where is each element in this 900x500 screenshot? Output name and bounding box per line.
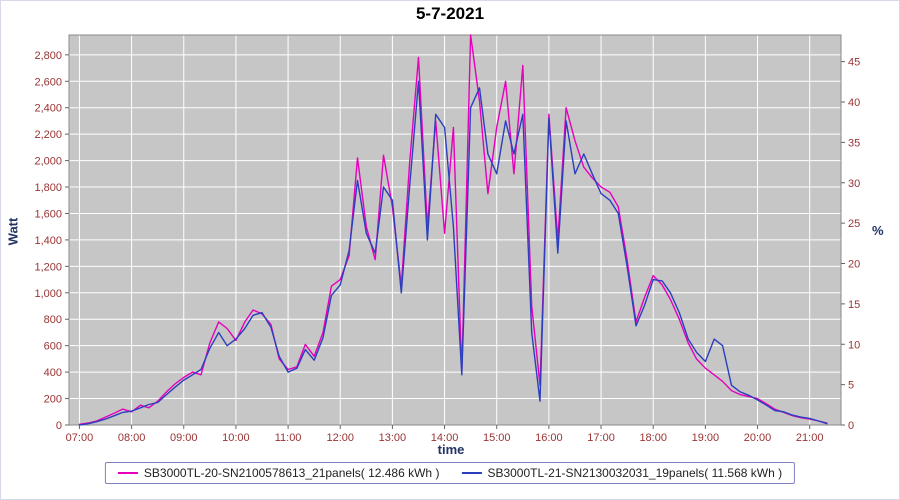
svg-text:2,400: 2,400 bbox=[34, 103, 62, 115]
y-axis-label-watt: Watt bbox=[5, 217, 21, 246]
x-axis-label-time: time bbox=[437, 442, 465, 457]
svg-text:14:00: 14:00 bbox=[431, 432, 459, 444]
series-2-line-swatch bbox=[461, 472, 482, 474]
svg-text:400: 400 bbox=[44, 367, 62, 379]
svg-text:1,600: 1,600 bbox=[34, 208, 62, 220]
svg-text:45: 45 bbox=[848, 57, 860, 69]
svg-text:10:00: 10:00 bbox=[222, 432, 250, 444]
svg-text:2,200: 2,200 bbox=[34, 129, 62, 141]
svg-text:12:00: 12:00 bbox=[326, 432, 354, 444]
svg-text:11:00: 11:00 bbox=[275, 432, 302, 444]
svg-text:5: 5 bbox=[848, 380, 854, 392]
svg-text:17:00: 17:00 bbox=[587, 432, 615, 444]
svg-text:20:00: 20:00 bbox=[744, 432, 772, 444]
legend: SB3000TL-20-SN2100578613_21panels( 12.48… bbox=[104, 462, 796, 484]
svg-text:25: 25 bbox=[848, 218, 860, 230]
svg-text:2,000: 2,000 bbox=[34, 156, 62, 168]
svg-text:10: 10 bbox=[848, 339, 860, 351]
svg-text:40: 40 bbox=[848, 97, 860, 109]
chart-title: 5-7-2021 bbox=[415, 4, 485, 23]
svg-text:30: 30 bbox=[848, 178, 860, 190]
svg-text:08:00: 08:00 bbox=[118, 432, 146, 444]
svg-text:13:00: 13:00 bbox=[379, 432, 407, 444]
svg-text:2,600: 2,600 bbox=[34, 76, 62, 88]
svg-text:21:00: 21:00 bbox=[796, 432, 824, 444]
svg-text:19:00: 19:00 bbox=[692, 432, 720, 444]
svg-text:07:00: 07:00 bbox=[66, 432, 94, 444]
svg-text:1,800: 1,800 bbox=[34, 182, 62, 194]
svg-text:15: 15 bbox=[848, 299, 860, 311]
svg-text:35: 35 bbox=[848, 137, 860, 149]
svg-text:0: 0 bbox=[848, 420, 854, 432]
svg-text:18:00: 18:00 bbox=[639, 432, 667, 444]
svg-text:1,000: 1,000 bbox=[34, 288, 62, 300]
svg-text:20: 20 bbox=[848, 259, 860, 271]
series-1-label: SB3000TL-20-SN2100578613_21panels( 12.48… bbox=[143, 466, 440, 480]
y-axis-label-percent: % bbox=[872, 223, 884, 238]
svg-text:16:00: 16:00 bbox=[535, 432, 563, 444]
svg-text:15:00: 15:00 bbox=[483, 432, 511, 444]
svg-text:2,800: 2,800 bbox=[34, 50, 62, 62]
series-1-line-swatch bbox=[117, 472, 138, 474]
legend-item-series-1: SB3000TL-20-SN2100578613_21panels( 12.48… bbox=[117, 466, 440, 480]
svg-text:200: 200 bbox=[44, 394, 62, 406]
series-2-label: SB3000TL-21-SN2130032031_19panels( 11.56… bbox=[487, 466, 783, 480]
svg-text:600: 600 bbox=[44, 341, 62, 353]
legend-item-series-2: SB3000TL-21-SN2130032031_19panels( 11.56… bbox=[461, 466, 782, 480]
svg-text:1,200: 1,200 bbox=[34, 261, 62, 273]
svg-text:1,400: 1,400 bbox=[34, 235, 62, 247]
svg-text:800: 800 bbox=[44, 314, 62, 326]
svg-text:09:00: 09:00 bbox=[170, 432, 198, 444]
svg-text:0: 0 bbox=[56, 420, 62, 432]
